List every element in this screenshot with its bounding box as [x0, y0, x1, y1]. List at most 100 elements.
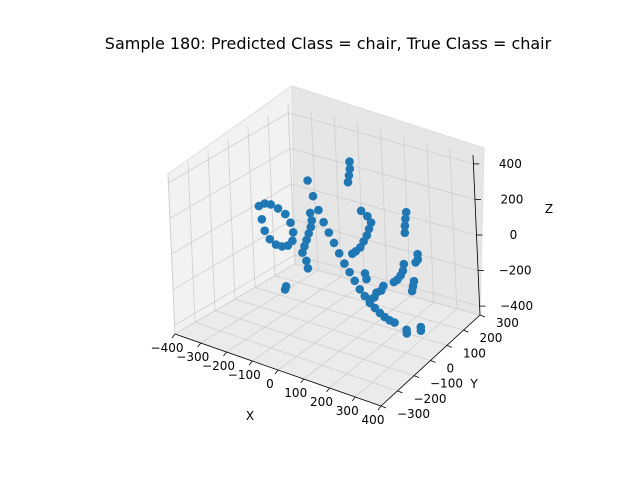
grid-line-z-back — [288, 112, 474, 165]
tick-marks — [171, 163, 486, 411]
y-tick-label: −100 — [430, 377, 463, 391]
z-tick-label: 0 — [510, 228, 518, 242]
data-point — [363, 211, 372, 221]
x-tick-label: −200 — [202, 359, 235, 373]
x-tick-mark — [274, 369, 279, 375]
data-point — [288, 228, 298, 237]
grid-line-z-left — [174, 254, 295, 326]
data-point — [344, 171, 354, 180]
grid-line-z-left — [172, 219, 294, 290]
data-point — [254, 201, 264, 211]
y-tick-mark — [430, 360, 436, 363]
data-point — [411, 258, 420, 267]
y-axis-label: Y — [469, 377, 478, 391]
data-point — [303, 264, 313, 273]
x-tick-label: 400 — [362, 413, 385, 427]
grid-line-z-back — [292, 219, 479, 271]
y-tick-label: −300 — [397, 407, 430, 421]
x-axis-label: X — [246, 409, 254, 423]
data-point — [399, 259, 409, 269]
data-point — [407, 286, 417, 296]
data-point — [362, 274, 371, 284]
x-tick-mark — [171, 333, 176, 339]
grid-line-y-floor — [214, 310, 415, 377]
y-tick-mark — [380, 405, 387, 409]
data-point — [307, 216, 317, 225]
grid-line-z-left — [169, 148, 291, 219]
z-tick-label: −200 — [499, 264, 532, 278]
y-tick-mark — [463, 329, 469, 333]
data-point — [277, 242, 287, 251]
data-point — [260, 226, 270, 235]
data-point — [302, 256, 311, 266]
data-point — [340, 259, 349, 268]
data-point — [298, 248, 307, 257]
z-tick-label: 400 — [499, 157, 522, 171]
data-point — [345, 267, 354, 277]
data-point — [273, 204, 283, 213]
x-tick-mark — [326, 387, 330, 393]
x-tick-mark — [377, 405, 382, 411]
z-tick-labels: −400 −200 0 200 400 — [499, 157, 534, 313]
x-tick-label: 200 — [310, 395, 333, 409]
data-point — [265, 234, 275, 244]
x-tick-mark — [223, 351, 227, 357]
data-point — [401, 207, 411, 217]
data-point — [305, 208, 315, 218]
z-tick-label: −400 — [500, 299, 533, 313]
grid-line-z-back — [289, 148, 476, 200]
y-tick-mark — [397, 390, 403, 394]
y-tick-label: −200 — [414, 392, 447, 406]
data-point — [400, 221, 410, 231]
chart-title: Sample 180: Predicted Class = chair, Tru… — [105, 34, 552, 53]
y-tick-mark — [413, 375, 420, 379]
x-tick-mark — [351, 396, 356, 402]
z-tick-label: 200 — [500, 192, 523, 206]
y-tick-mark — [446, 344, 453, 348]
x-tick-label: 300 — [336, 404, 359, 418]
data-point — [345, 157, 354, 166]
data-point — [400, 228, 410, 238]
x-tick-label: −400 — [151, 341, 184, 355]
data-point — [314, 205, 323, 215]
grid-line-y-floor — [194, 321, 398, 392]
grid-line-y-floor — [234, 298, 431, 361]
data-point — [266, 200, 276, 209]
data-point — [348, 249, 357, 258]
grid-line-y-floor — [294, 263, 481, 316]
data-point — [402, 329, 412, 338]
data-point — [345, 164, 355, 174]
data-point — [281, 209, 290, 219]
data-point — [303, 176, 312, 185]
data-points — [254, 157, 426, 338]
x-tick-label: −100 — [228, 368, 261, 382]
data-point — [280, 285, 290, 294]
y-tick-label: 300 — [496, 316, 519, 330]
x-tick-label: −300 — [176, 350, 209, 364]
axes-panes — [167, 85, 485, 407]
grid-line-z-left — [171, 183, 292, 255]
grid-line-z-left — [168, 112, 289, 184]
data-point — [416, 326, 426, 336]
data-point — [343, 177, 353, 187]
data-point — [286, 218, 295, 227]
x-tick-label: 0 — [266, 377, 274, 391]
grid-line-y-floor — [254, 286, 448, 346]
x-tick-mark — [248, 360, 253, 366]
y-tick-mark — [479, 314, 486, 318]
data-point — [308, 191, 318, 201]
data-point — [324, 228, 334, 237]
y-tick-label: 100 — [463, 346, 486, 360]
data-point — [334, 249, 344, 258]
grid-line-z-back — [291, 183, 477, 236]
data-point — [257, 215, 267, 224]
y-tick-label: 200 — [480, 331, 503, 345]
y-tick-label: 0 — [447, 362, 455, 376]
z-axis-label: Z — [545, 202, 553, 216]
data-point — [389, 277, 399, 287]
data-point — [350, 276, 360, 286]
data-point — [329, 238, 339, 248]
